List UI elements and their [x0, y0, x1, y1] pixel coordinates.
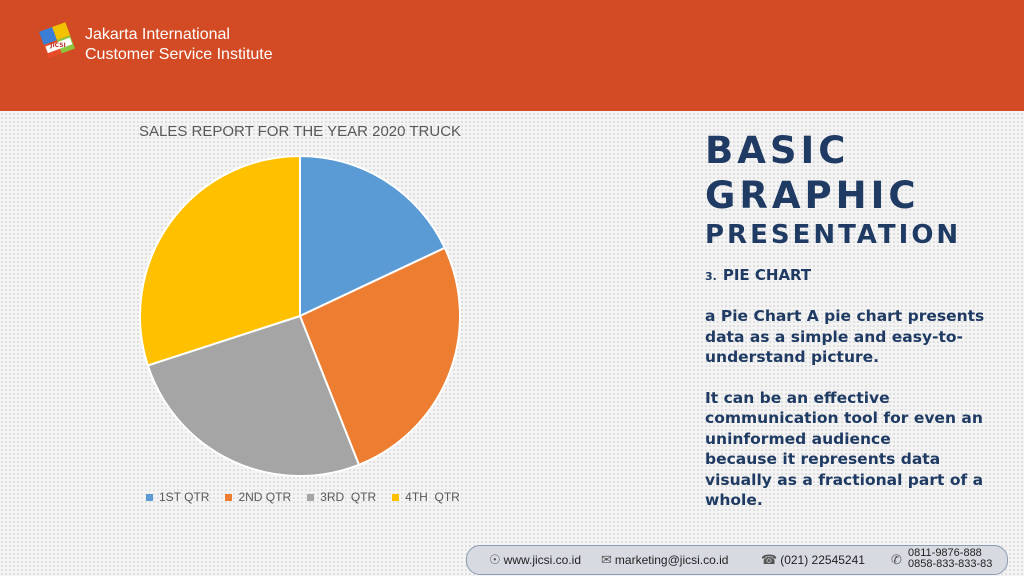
pie-chart: [139, 154, 461, 477]
pie-slice-3: [146, 314, 361, 477]
pie-slice-2: [298, 246, 461, 467]
legend-item-q4: 4TH QTR: [392, 490, 460, 504]
phone-text: (021) 22545241: [780, 553, 865, 567]
organization-name: Jakarta International Customer Service I…: [85, 25, 273, 65]
legend-swatch: [307, 493, 315, 501]
legend-label: 3RD QTR: [320, 490, 377, 504]
whatsapp-numbers: 0811-9876-888 0858-833-833-83: [908, 548, 992, 570]
paragraph-2: It can be an effective communication too…: [705, 388, 1005, 511]
text-panel: BASIC GRAPHIC PRESENTATION 3. PIE CHART a…: [705, 128, 1005, 511]
header-bar: JICSI Jakarta International Customer Ser…: [0, 0, 1024, 111]
legend-swatch: [225, 493, 233, 501]
legend-label: 4TH QTR: [405, 490, 460, 504]
telephone-icon: ☎: [761, 552, 778, 567]
section-heading: 3. PIE CHART: [705, 266, 1005, 284]
title-presentation: PRESENTATION: [705, 220, 962, 250]
globe-icon: ☉: [489, 552, 501, 567]
title-graphic: GRAPHIC: [705, 174, 920, 217]
phone-contact[interactable]: ☎ (021) 22545241: [761, 552, 865, 568]
email-text: marketing@jicsi.co.id: [614, 553, 729, 567]
section-title: PIE CHART: [722, 266, 812, 284]
legend-label: 2ND QTR: [238, 490, 292, 504]
legend-swatch: [392, 493, 400, 501]
legend-item-q2: 2ND QTR: [225, 490, 291, 504]
org-line-2: Customer Service Institute: [85, 46, 273, 63]
paragraph-2-line-1: It can be an effective communication too…: [705, 388, 983, 448]
envelope-icon: ✉: [601, 552, 612, 567]
email-contact[interactable]: ✉ marketing@jicsi.co.id: [601, 552, 728, 568]
pie-slice-1: [299, 154, 447, 318]
website-text: www.jicsi.co.id: [503, 553, 582, 567]
whatsapp-contact[interactable]: ✆: [891, 552, 902, 568]
legend-item-q3: 3RD QTR: [307, 490, 376, 504]
contact-footer: ☉ www.jicsi.co.id ✉ marketing@jicsi.co.i…: [466, 545, 1008, 575]
paragraph-2-line-2: because it represents data visually as a…: [705, 450, 984, 509]
chart-title: SALES REPORT FOR THE YEAR 2020 TRUCK: [138, 123, 462, 140]
section-number: 3.: [705, 270, 717, 283]
whatsapp-icon: ✆: [891, 552, 902, 567]
whatsapp-number-2: 0858-833-833-83: [908, 558, 993, 570]
pie-slice-4: [139, 154, 301, 367]
paragraph-1: a Pie Chart A pie chart presents data as…: [705, 307, 985, 366]
legend-label: 1ST QTR: [159, 490, 210, 504]
chart-legend: 1ST QTR 2ND QTR 3RD QTR 4TH QTR: [146, 490, 460, 504]
legend-item-q1: 1ST QTR: [146, 490, 209, 504]
whatsapp-number-1: 0811-9876-888: [908, 547, 982, 559]
legend-swatch: [146, 493, 153, 501]
logo-lettering: JICSI: [49, 42, 66, 49]
website-contact[interactable]: ☉ www.jicsi.co.id: [489, 552, 581, 568]
org-line-1: Jakarta International: [85, 26, 230, 43]
jicsi-logo: JICSI: [39, 22, 75, 59]
title-basic: BASIC: [705, 129, 850, 172]
